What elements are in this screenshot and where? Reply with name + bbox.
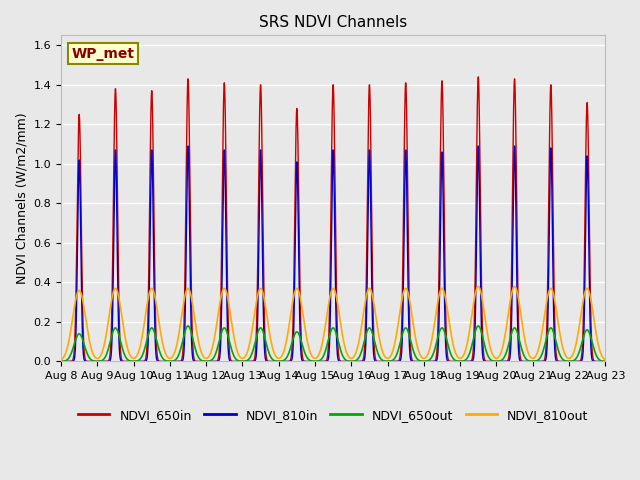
NDVI_810out [602,357,609,363]
NDVI_650in [116,345,124,351]
NDVI_810out [345,354,353,360]
Line: NDVI_650out: NDVI_650out [61,326,605,361]
NDVI_810out [177,322,184,327]
Title: SRS NDVI Channels: SRS NDVI Channels [259,15,407,30]
NDVI_650in [345,359,353,364]
NDVI_810in [188,341,196,347]
NDVI_650out [116,337,124,343]
NDVI_810in [511,143,518,149]
NDVI_650out [602,359,609,364]
Legend: NDVI_650in, NDVI_810in, NDVI_650out, NDVI_810out: NDVI_650in, NDVI_810in, NDVI_650out, NDV… [73,404,593,427]
NDVI_650in [177,359,184,364]
NDVI_650in [529,359,537,364]
NDVI_810out [116,303,124,309]
NDVI_650in [57,359,65,364]
NDVI_810out [529,356,537,361]
NDVI_650in [602,359,609,364]
NDVI_810in [177,359,184,364]
Line: NDVI_810in: NDVI_810in [61,146,605,361]
Text: WP_met: WP_met [72,47,135,61]
Line: NDVI_810out: NDVI_810out [61,287,605,360]
NDVI_810in [345,359,353,364]
NDVI_810in [57,359,65,364]
NDVI_810in [116,356,124,362]
NDVI_650out [184,323,192,329]
NDVI_650out [57,359,65,364]
NDVI_810out [74,288,82,294]
NDVI_650out [177,347,184,353]
NDVI_650out [529,359,537,364]
NDVI_650out [345,359,353,364]
NDVI_650in [74,132,82,137]
NDVI_650in [188,306,196,312]
NDVI_810out [188,296,196,302]
NDVI_810in [74,180,82,186]
NDVI_810out [511,284,518,289]
NDVI_650out [188,331,196,337]
Y-axis label: NDVI Channels (W/m2/mm): NDVI Channels (W/m2/mm) [15,113,28,284]
Line: NDVI_650in: NDVI_650in [61,77,605,361]
NDVI_810out [57,357,65,363]
NDVI_650out [74,331,82,337]
NDVI_810in [529,359,537,364]
NDVI_650in [474,74,482,80]
NDVI_810in [602,359,609,364]
